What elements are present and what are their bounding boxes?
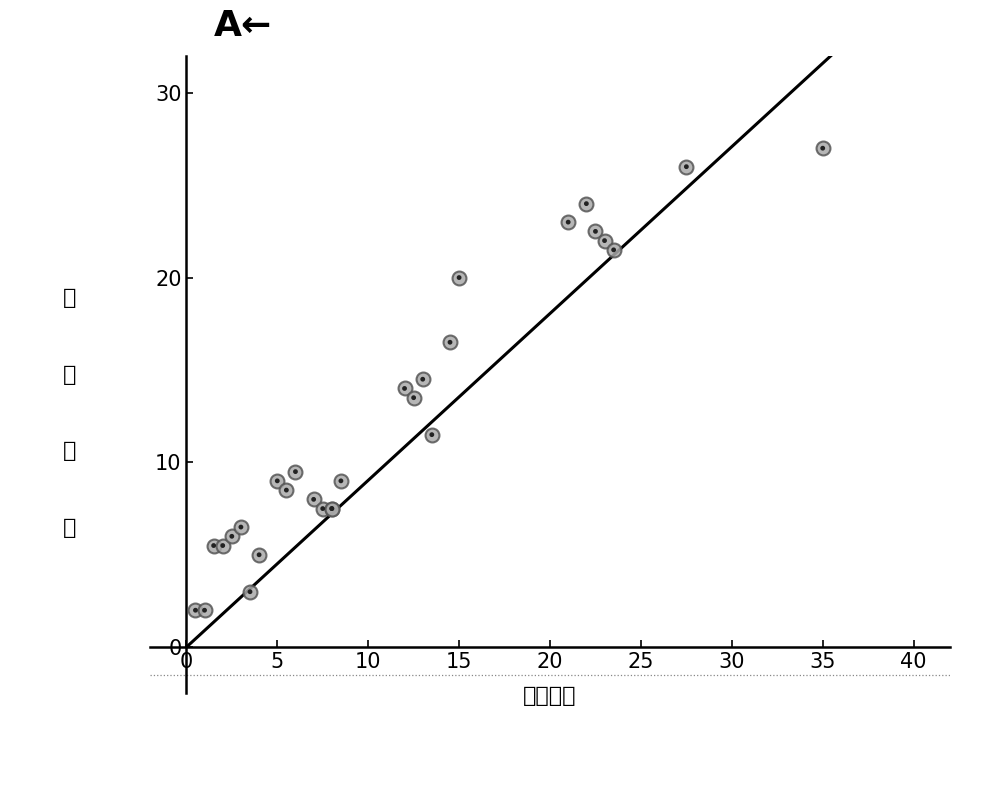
Point (815, 142, 831, 155)
Point (197, 604, 213, 617)
Point (187, 604, 203, 617)
Point (324, 502, 340, 515)
Point (333, 474, 349, 487)
Point (451, 271, 467, 284)
Point (251, 548, 267, 561)
Point (242, 585, 258, 598)
Point (578, 198, 594, 210)
Point (678, 160, 694, 173)
Point (587, 225, 603, 238)
Point (606, 243, 622, 256)
Point (424, 428, 440, 441)
Point (451, 271, 467, 284)
Point (251, 548, 267, 561)
Point (206, 539, 222, 552)
Point (560, 216, 576, 229)
Point (578, 198, 594, 210)
X-axis label: 人工计数: 人工计数 (523, 686, 577, 706)
Text: 数: 数 (63, 517, 77, 538)
Point (306, 493, 322, 506)
Point (678, 160, 694, 173)
Point (278, 484, 294, 497)
Point (406, 391, 422, 404)
Point (560, 216, 576, 229)
Point (287, 465, 303, 478)
Point (215, 539, 231, 552)
Point (206, 539, 222, 552)
Point (224, 530, 240, 543)
Point (269, 474, 285, 487)
Point (324, 502, 340, 515)
Point (424, 428, 440, 441)
Point (397, 382, 413, 395)
Point (597, 234, 613, 247)
Point (442, 336, 458, 348)
Point (415, 373, 431, 386)
Text: 自: 自 (63, 288, 77, 308)
Point (324, 502, 340, 515)
Point (597, 234, 613, 247)
Point (197, 604, 213, 617)
Point (587, 225, 603, 238)
Point (315, 502, 331, 515)
Point (315, 502, 331, 515)
Point (242, 585, 258, 598)
Point (397, 382, 413, 395)
Point (187, 604, 203, 617)
Point (287, 465, 303, 478)
Point (269, 474, 285, 487)
Point (215, 539, 231, 552)
Point (406, 391, 422, 404)
Point (606, 243, 622, 256)
Point (442, 336, 458, 348)
Point (278, 484, 294, 497)
Point (224, 530, 240, 543)
Text: 动: 动 (63, 364, 77, 385)
Point (233, 520, 249, 533)
Point (324, 502, 340, 515)
Point (233, 520, 249, 533)
Point (333, 474, 349, 487)
Text: 计: 计 (63, 441, 77, 461)
Point (815, 142, 831, 155)
Point (306, 493, 322, 506)
Point (415, 373, 431, 386)
Text: A←: A← (214, 9, 272, 43)
